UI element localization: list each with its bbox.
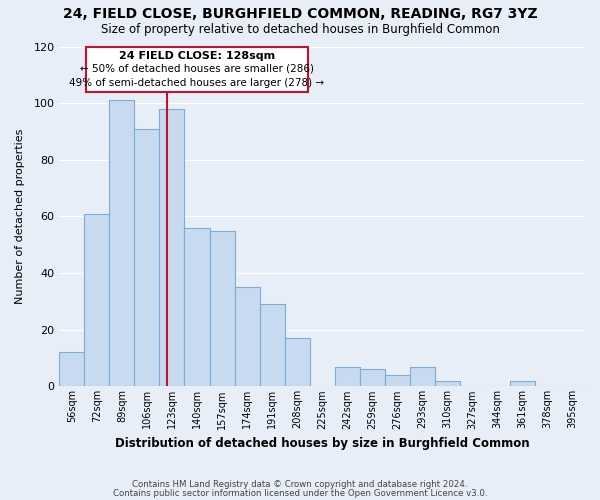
Bar — [209, 230, 235, 386]
Bar — [109, 100, 134, 387]
Text: 24 FIELD CLOSE: 128sqm: 24 FIELD CLOSE: 128sqm — [119, 50, 275, 60]
Text: 49% of semi-detached houses are larger (278) →: 49% of semi-detached houses are larger (… — [70, 78, 325, 88]
Text: 24, FIELD CLOSE, BURGHFIELD COMMON, READING, RG7 3YZ: 24, FIELD CLOSE, BURGHFIELD COMMON, READ… — [62, 8, 538, 22]
Text: ← 50% of detached houses are smaller (286): ← 50% of detached houses are smaller (28… — [80, 64, 314, 74]
Bar — [385, 375, 410, 386]
Bar — [284, 338, 310, 386]
Text: Contains HM Land Registry data © Crown copyright and database right 2024.: Contains HM Land Registry data © Crown c… — [132, 480, 468, 489]
Bar — [235, 288, 260, 386]
Bar — [410, 366, 435, 386]
Bar — [510, 380, 535, 386]
Bar — [360, 370, 385, 386]
Bar — [335, 366, 360, 386]
Text: Contains public sector information licensed under the Open Government Licence v3: Contains public sector information licen… — [113, 488, 487, 498]
Bar — [435, 380, 460, 386]
Bar — [184, 228, 209, 386]
Bar — [134, 128, 160, 386]
FancyBboxPatch shape — [86, 46, 308, 92]
Bar — [59, 352, 85, 386]
Bar — [85, 214, 109, 386]
X-axis label: Distribution of detached houses by size in Burghfield Common: Distribution of detached houses by size … — [115, 437, 529, 450]
Bar — [260, 304, 284, 386]
Y-axis label: Number of detached properties: Number of detached properties — [15, 129, 25, 304]
Text: Size of property relative to detached houses in Burghfield Common: Size of property relative to detached ho… — [101, 22, 499, 36]
Bar — [160, 109, 184, 386]
